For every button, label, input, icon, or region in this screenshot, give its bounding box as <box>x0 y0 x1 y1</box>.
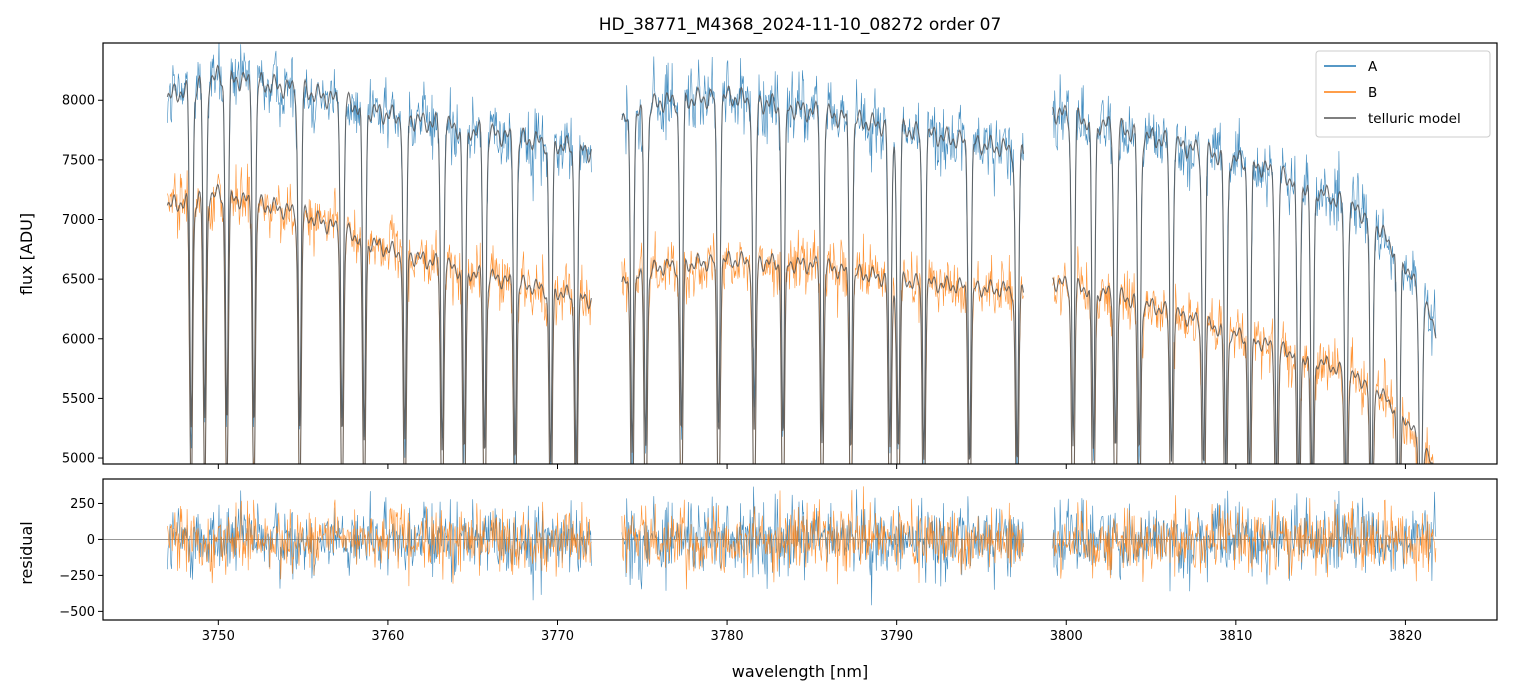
x-tick-label: 3770 <box>541 629 574 644</box>
main-y-tick-label: 8000 <box>62 94 95 109</box>
residual-plot-area <box>103 486 1497 606</box>
main-y-tick-label: 7000 <box>62 213 95 228</box>
residual-panel: −500 −250 0 250 3750 3760 3770 3780 3790 3800 381… <box>17 478 1498 681</box>
residual-y-tick-label: −250 <box>59 569 95 584</box>
main-y-axis-label: flux [ADU] <box>17 213 36 295</box>
residual-y-tick-label: 250 <box>70 497 95 512</box>
main-y-tick-label: 6000 <box>62 332 95 347</box>
main-y-tick-label: 5500 <box>62 392 95 407</box>
legend-box <box>1315 50 1491 138</box>
chart-title: HD_38771_M4368_2024-11-10_08272 order 07 <box>599 15 1002 35</box>
residual-y-axis-label: residual <box>17 521 36 584</box>
main-y-tick-label: 6500 <box>62 273 95 288</box>
x-tick-label: 3810 <box>1219 629 1252 644</box>
residual-axes-frame <box>102 478 1498 621</box>
main-y-tick-label: 7500 <box>62 153 95 168</box>
main-axes-frame <box>102 42 1498 465</box>
main-y-tick-label: 5000 <box>62 452 95 467</box>
series-b-flux-line <box>167 163 1434 464</box>
series-a-residual-line <box>167 486 1437 606</box>
main-plot-area <box>166 43 1437 464</box>
x-tick-label: 3820 <box>1389 629 1422 644</box>
x-tick-label: 3800 <box>1050 629 1083 644</box>
main-x-ticks <box>217 464 1406 469</box>
legend-label-telluric-model: telluric model <box>1368 111 1461 127</box>
residual-y-ticks: −500 −250 0 250 <box>59 497 103 620</box>
main-y-ticks: 5000 5500 6000 6500 7000 7500 8000 <box>62 94 103 467</box>
x-axis-label: wavelength [nm] <box>732 662 869 681</box>
x-tick-label: 3790 <box>880 629 913 644</box>
residual-y-tick-label: −500 <box>59 605 95 620</box>
residual-y-tick-label: 0 <box>87 533 95 548</box>
telluric-model-line-b <box>166 183 1434 464</box>
x-tick-label: 3780 <box>711 629 744 644</box>
telluric-model-line-a <box>166 64 1437 464</box>
legend: A B telluric model <box>1315 50 1491 138</box>
series-a-flux-line <box>167 43 1437 464</box>
residual-x-ticks: 3750 3760 3770 3780 3790 3800 3810 3820 <box>202 620 1422 644</box>
legend-label-b: B <box>1368 85 1377 101</box>
x-tick-label: 3750 <box>202 629 235 644</box>
x-tick-label: 3760 <box>371 629 404 644</box>
series-b-residual-line <box>167 486 1437 590</box>
legend-label-a: A <box>1368 59 1378 75</box>
